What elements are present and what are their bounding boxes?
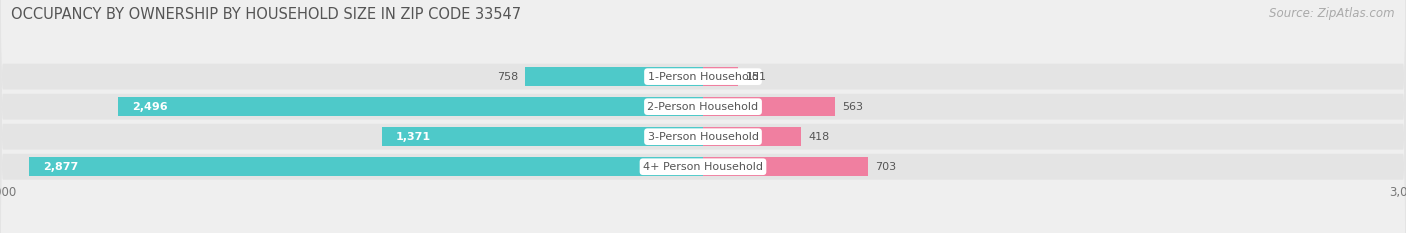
Bar [703, 158, 868, 176]
Bar [703, 67, 738, 86]
Bar [703, 97, 835, 116]
Text: 2,496: 2,496 [132, 102, 167, 112]
Text: 758: 758 [498, 72, 519, 82]
Text: 418: 418 [808, 132, 830, 142]
Bar [526, 67, 703, 86]
Text: 151: 151 [745, 72, 766, 82]
Text: Source: ZipAtlas.com: Source: ZipAtlas.com [1270, 7, 1395, 20]
Text: 3-Person Household: 3-Person Household [648, 132, 758, 142]
Text: 2-Person Household: 2-Person Household [647, 102, 759, 112]
Text: 1-Person Household: 1-Person Household [648, 72, 758, 82]
Bar [382, 127, 703, 146]
Bar [118, 97, 703, 116]
Text: 4+ Person Household: 4+ Person Household [643, 162, 763, 172]
Text: 703: 703 [875, 162, 896, 172]
Bar [28, 158, 703, 176]
Text: 563: 563 [842, 102, 863, 112]
Text: 1,371: 1,371 [396, 132, 430, 142]
Text: OCCUPANCY BY OWNERSHIP BY HOUSEHOLD SIZE IN ZIP CODE 33547: OCCUPANCY BY OWNERSHIP BY HOUSEHOLD SIZE… [11, 7, 522, 22]
Text: 2,877: 2,877 [44, 162, 79, 172]
Bar [703, 127, 801, 146]
